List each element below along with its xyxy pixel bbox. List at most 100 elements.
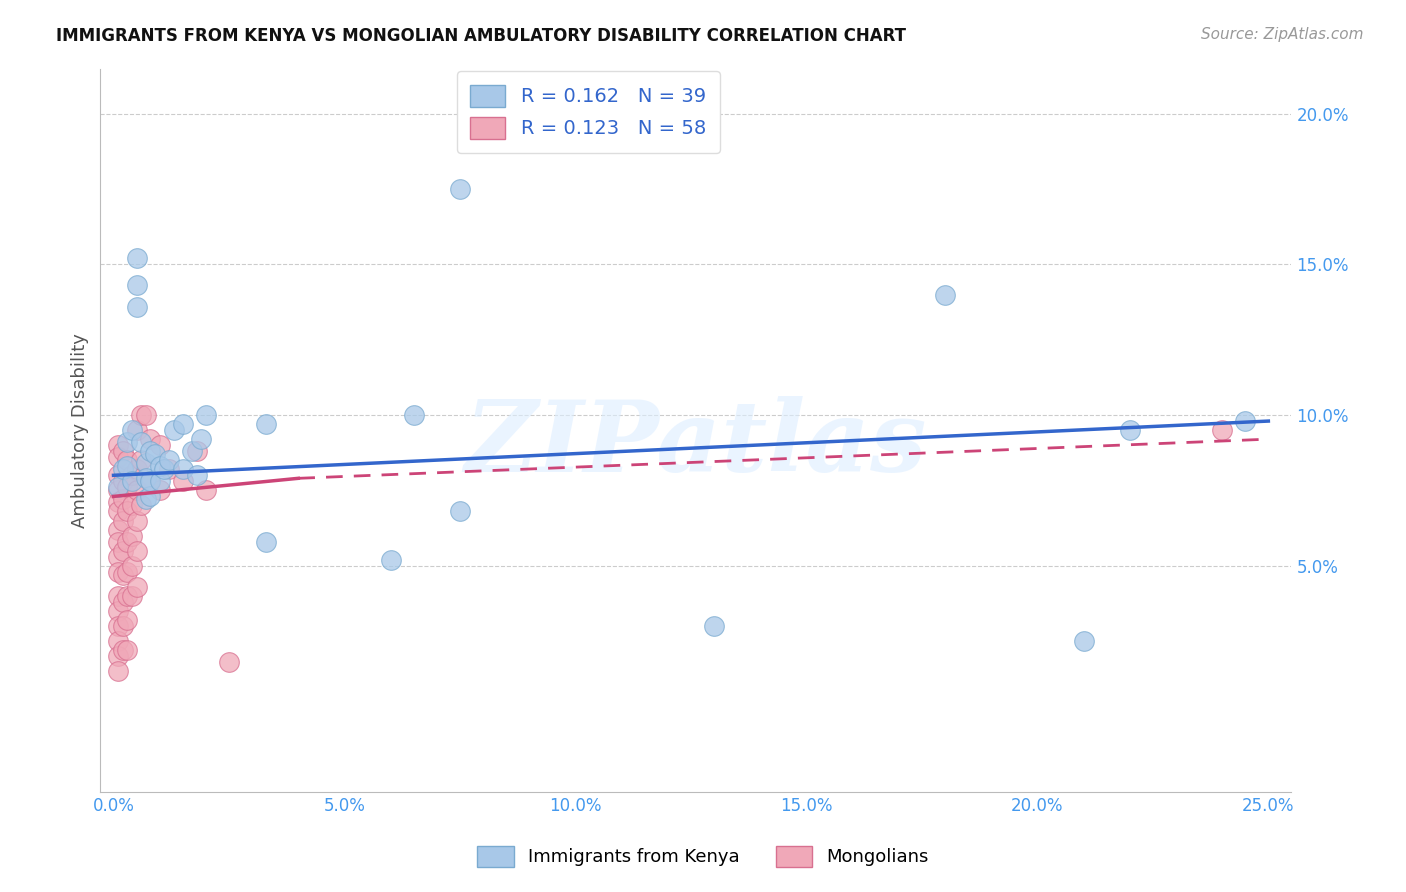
Point (125, 543, 148, 558)
Text: ZIPatlas: ZIPatlas (464, 396, 927, 492)
Point (121, 528, 143, 542)
Point (181, 444, 204, 458)
Point (111, 619, 134, 633)
Point (1073, 634, 1095, 648)
Point (149, 438, 172, 452)
Point (107, 504, 129, 518)
Point (194, 408, 217, 422)
Point (402, 408, 425, 422)
Point (149, 483, 172, 498)
Point (135, 492, 157, 507)
Point (139, 432, 162, 446)
Point (1211, 423, 1233, 437)
Point (117, 435, 139, 450)
Point (111, 492, 134, 507)
Point (129, 435, 152, 450)
Point (135, 471, 157, 485)
Point (111, 444, 134, 458)
Point (111, 595, 134, 609)
Point (218, 655, 240, 669)
Point (117, 480, 139, 494)
Point (111, 514, 134, 528)
Point (107, 589, 129, 603)
Point (121, 468, 143, 483)
Point (107, 549, 129, 564)
Point (107, 534, 129, 549)
Point (125, 462, 148, 476)
Point (107, 495, 129, 509)
Legend: Immigrants from Kenya, Mongolians: Immigrants from Kenya, Mongolians (470, 838, 936, 874)
Point (117, 459, 139, 474)
Point (125, 300, 148, 314)
Point (121, 589, 143, 603)
Point (135, 408, 157, 422)
Point (107, 523, 129, 537)
Point (143, 447, 166, 461)
Point (129, 408, 152, 422)
Point (121, 499, 143, 513)
Point (111, 462, 134, 476)
Point (117, 613, 139, 627)
Point (107, 480, 129, 494)
Point (111, 567, 134, 582)
Point (194, 483, 217, 498)
Point (135, 456, 157, 470)
Point (111, 543, 134, 558)
Text: IMMIGRANTS FROM KENYA VS MONGOLIAN AMBULATORY DISABILITY CORRELATION CHART: IMMIGRANTS FROM KENYA VS MONGOLIAN AMBUL… (56, 27, 907, 45)
Point (107, 634, 129, 648)
Point (186, 444, 208, 458)
Point (254, 417, 277, 431)
Point (107, 438, 129, 452)
Point (117, 643, 139, 657)
Point (129, 499, 152, 513)
Point (107, 604, 129, 618)
Point (125, 278, 148, 293)
Point (111, 475, 134, 489)
Point (117, 589, 139, 603)
Point (139, 475, 162, 489)
Point (139, 490, 162, 504)
Point (1234, 414, 1257, 428)
Point (172, 475, 194, 489)
Point (107, 619, 129, 633)
Point (157, 462, 180, 476)
Point (153, 462, 176, 476)
Point (125, 483, 148, 498)
Point (121, 558, 143, 573)
Point (172, 462, 194, 476)
Point (111, 643, 134, 657)
Point (117, 504, 139, 518)
Point (380, 552, 402, 566)
Point (107, 565, 129, 579)
Point (121, 475, 143, 489)
Point (125, 252, 148, 266)
Point (162, 423, 184, 437)
Point (125, 423, 148, 437)
Point (117, 565, 139, 579)
Point (139, 444, 162, 458)
Point (157, 453, 180, 467)
Point (149, 459, 172, 474)
Point (107, 483, 129, 498)
Point (117, 534, 139, 549)
Legend: R = 0.162   N = 39, R = 0.123   N = 58: R = 0.162 N = 39, R = 0.123 N = 58 (457, 71, 720, 153)
Point (1119, 423, 1142, 437)
Point (117, 453, 139, 467)
Point (449, 504, 471, 518)
Point (107, 468, 129, 483)
Point (139, 475, 162, 489)
Point (129, 453, 152, 467)
Point (703, 619, 725, 633)
Point (107, 649, 129, 664)
Point (125, 514, 148, 528)
Point (190, 432, 212, 446)
Point (107, 664, 129, 678)
Y-axis label: Ambulatory Disability: Ambulatory Disability (72, 333, 89, 527)
Point (121, 423, 143, 437)
Point (172, 417, 194, 431)
Point (934, 287, 956, 301)
Point (449, 182, 471, 196)
Point (254, 534, 277, 549)
Point (149, 475, 172, 489)
Point (186, 468, 208, 483)
